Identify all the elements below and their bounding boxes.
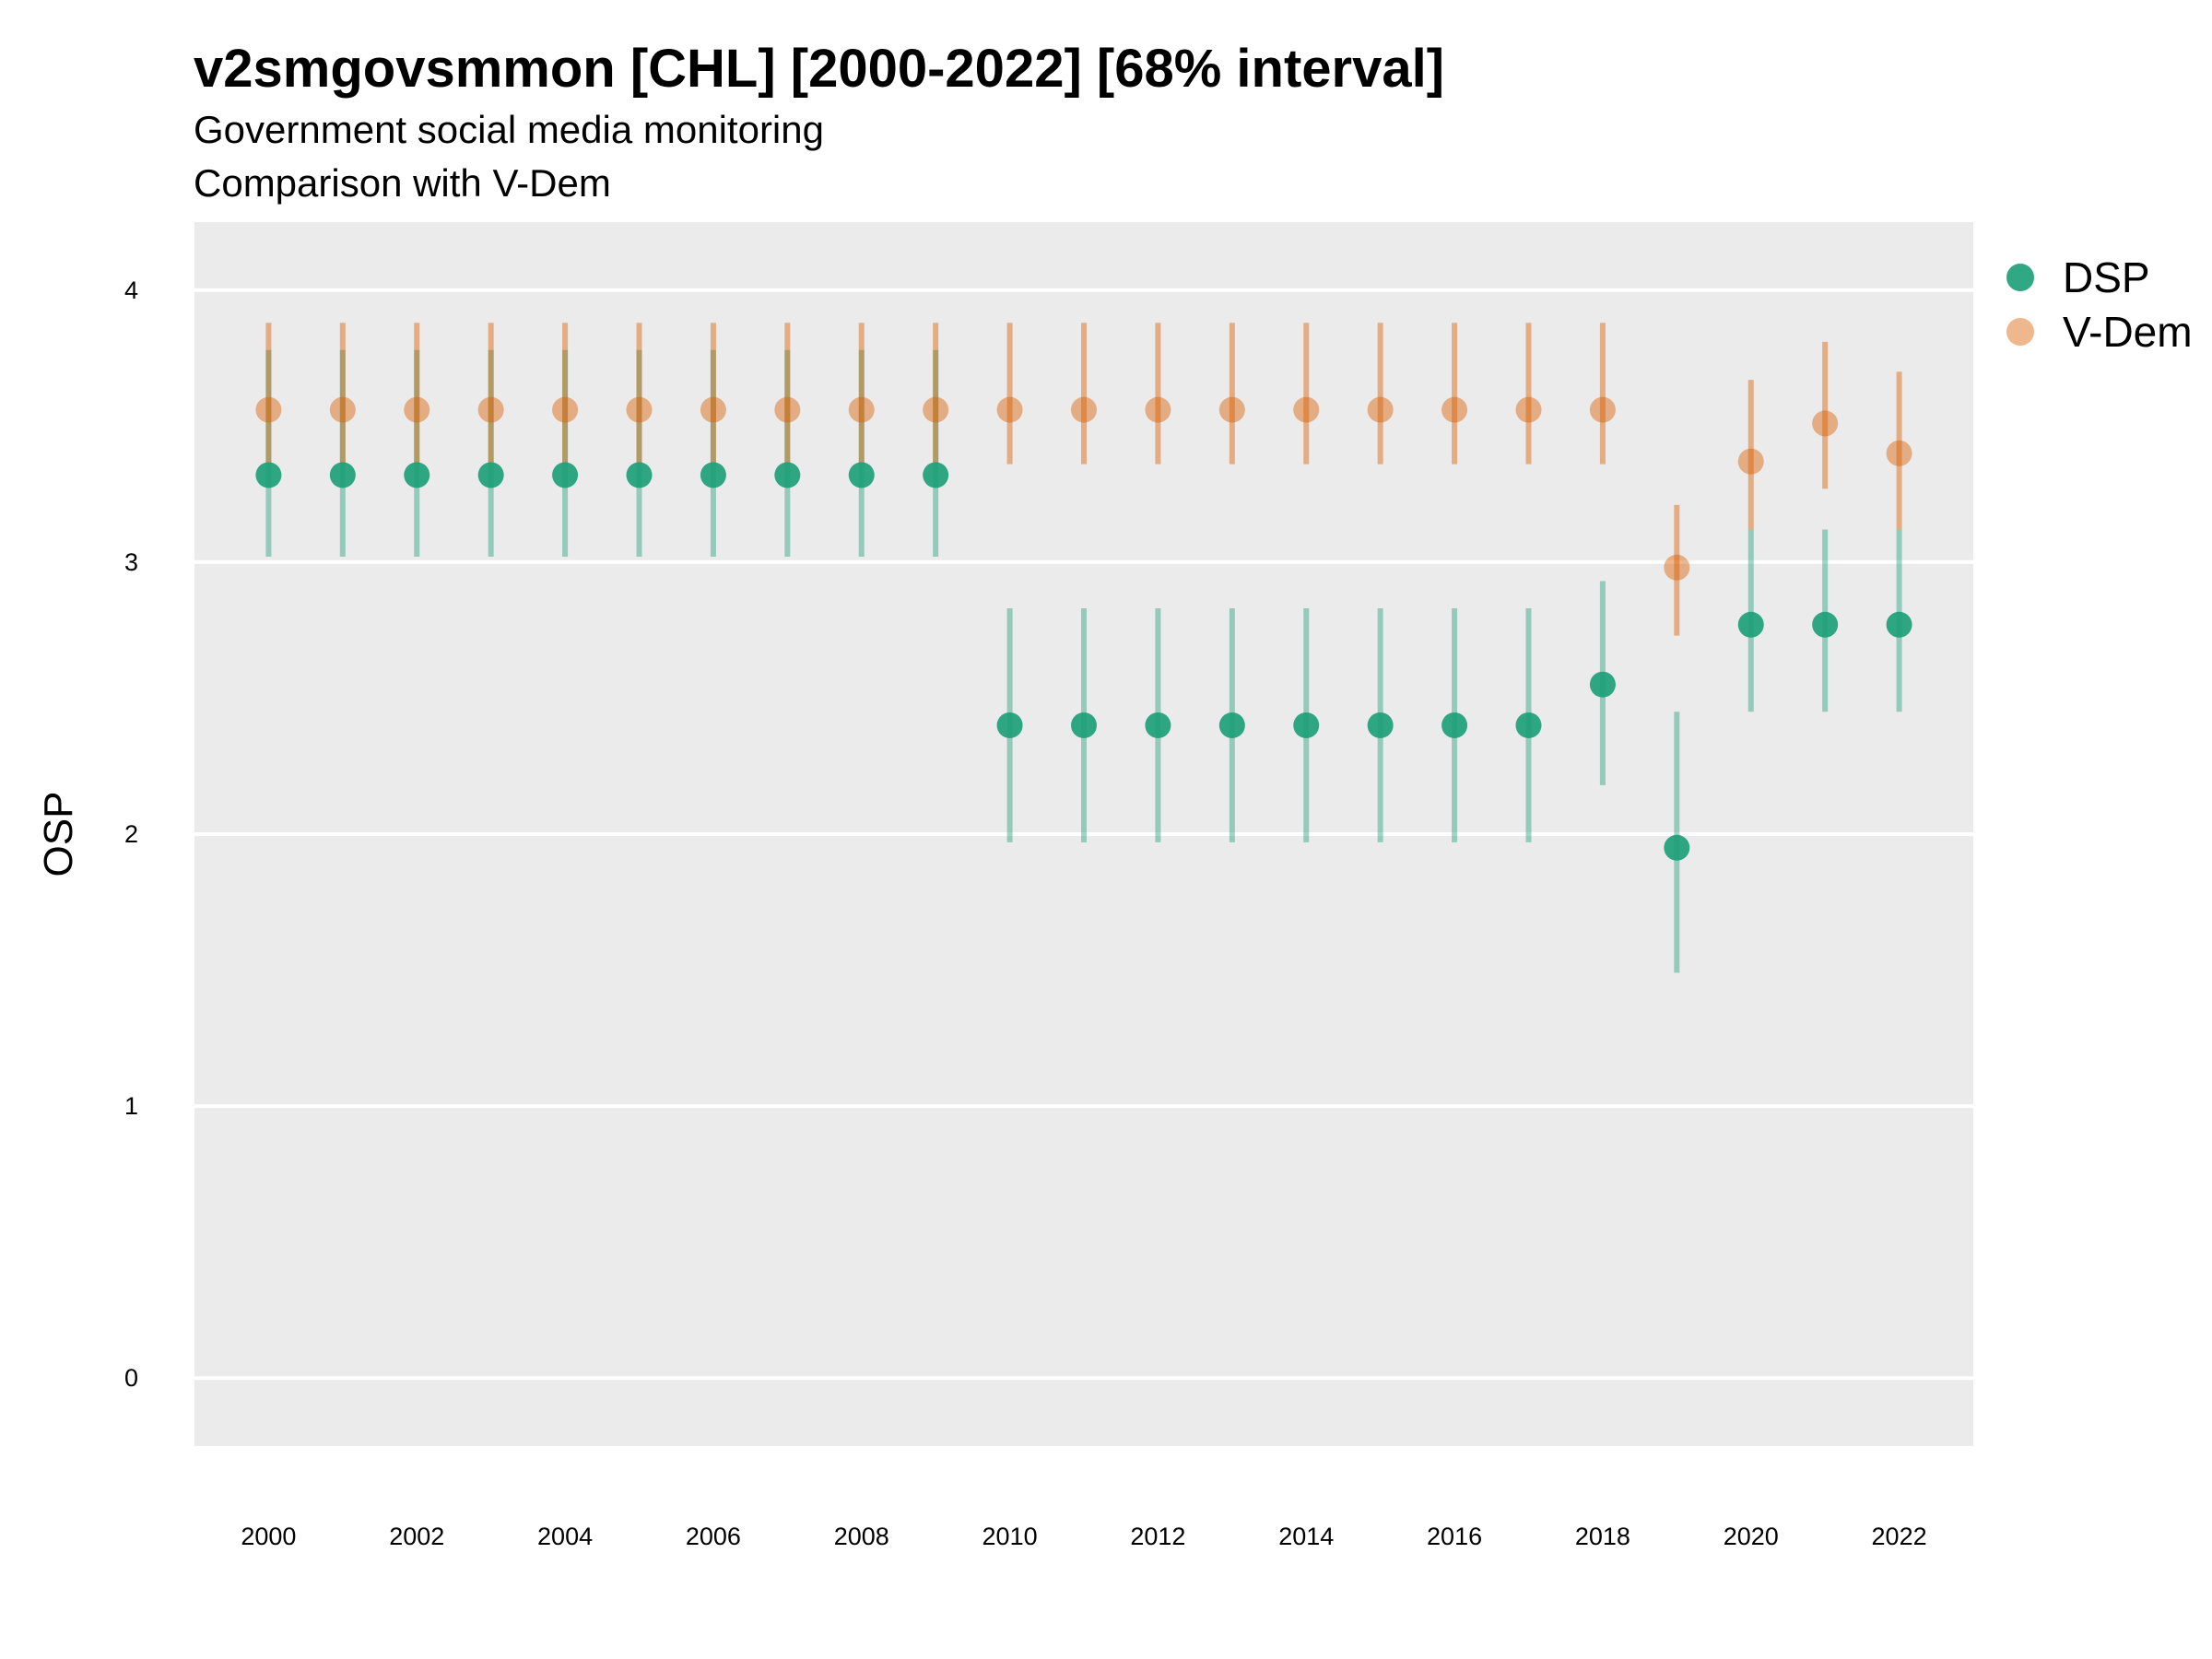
point-vdem-2019 [1664,554,1690,581]
point-vdem-2008 [848,396,875,423]
point-vdem-2007 [774,396,801,423]
x-tick-label-2020: 2020 [1724,1523,1779,1550]
point-vdem-2018 [1589,396,1616,423]
y-tick-label-0: 0 [124,1364,138,1392]
point-vdem-2009 [923,396,949,423]
point-vdem-2004 [552,396,579,423]
x-tick-label-2008: 2008 [834,1523,889,1550]
gridlines [194,288,1973,1381]
x-tick-label-2012: 2012 [1130,1523,1185,1550]
y-tick-label-3: 3 [124,548,138,576]
point-dsp-2004 [552,462,579,488]
point-vdem-2013 [1218,396,1245,423]
x-tick-label-2014: 2014 [1278,1523,1334,1550]
point-dsp-2012 [1145,712,1171,738]
legend-key-dsp [2006,264,2034,291]
point-dsp-2010 [996,712,1023,738]
point-dsp-2003 [477,462,504,488]
point-dsp-2022 [1886,611,1912,638]
point-dsp-2002 [404,462,430,488]
x-axis-ticks: 2000 2002 2004 2006 2008 2010 2012 2014 2016 2018… [241,1523,1926,1550]
point-dsp-2017 [1515,712,1542,738]
x-tick-label-2018: 2018 [1575,1523,1630,1550]
point-dsp-2016 [1441,712,1468,738]
x-tick-label-2010: 2010 [982,1523,1038,1550]
legend-key-vdem [2006,318,2034,346]
chart-subtitle: Government social media monitoring [194,108,824,151]
point-vdem-2022 [1886,440,1912,466]
point-dsp-2000 [255,462,282,488]
chart-subtitle-2: Comparison with V-Dem [194,161,611,205]
x-tick-label-2016: 2016 [1427,1523,1482,1550]
y-axis-label: OSP [36,792,81,877]
y-tick-label-2: 2 [124,820,138,848]
point-dsp-2011 [1071,712,1097,738]
point-dsp-2014 [1293,712,1320,738]
point-vdem-2016 [1441,396,1468,423]
legend: DSP V-Dem [2006,253,2193,356]
point-dsp-2008 [848,462,875,488]
point-dsp-2015 [1367,712,1394,738]
point-vdem-2015 [1367,396,1394,423]
point-vdem-2005 [626,396,653,423]
chart-title: v2smgovsmmon [CHL] [2000-2022] [68% inte… [194,39,1444,99]
point-vdem-2010 [996,396,1023,423]
x-tick-label-2000: 2000 [241,1523,296,1550]
point-vdem-2017 [1515,396,1542,423]
point-dsp-2020 [1737,611,1764,638]
y-tick-label-1: 1 [124,1092,138,1120]
point-dsp-2001 [329,462,356,488]
x-tick-label-2002: 2002 [389,1523,444,1550]
point-vdem-2003 [477,396,504,423]
point-dsp-2019 [1664,834,1690,861]
point-vdem-2006 [700,396,726,423]
x-tick-label-2004: 2004 [537,1523,593,1550]
data-points [255,396,1912,861]
point-vdem-2020 [1737,448,1764,475]
point-vdem-2021 [1812,410,1839,437]
point-dsp-2007 [774,462,801,488]
y-tick-label-4: 4 [124,276,138,304]
y-axis-ticks: 0 1 2 3 4 [124,276,138,1392]
point-dsp-2013 [1218,712,1245,738]
point-vdem-2001 [329,396,356,423]
point-vdem-2000 [255,396,282,423]
point-dsp-2021 [1812,611,1839,638]
point-dsp-2009 [923,462,949,488]
point-dsp-2018 [1589,671,1616,698]
point-vdem-2014 [1293,396,1320,423]
point-dsp-2006 [700,462,726,488]
point-vdem-2012 [1145,396,1171,423]
point-vdem-2002 [404,396,430,423]
point-vdem-2011 [1071,396,1097,423]
x-tick-label-2006: 2006 [686,1523,741,1550]
legend-label-vdem: V-Dem [2063,308,2193,356]
x-tick-label-2022: 2022 [1872,1523,1927,1550]
point-dsp-2005 [626,462,653,488]
legend-label-dsp: DSP [2063,253,2150,301]
